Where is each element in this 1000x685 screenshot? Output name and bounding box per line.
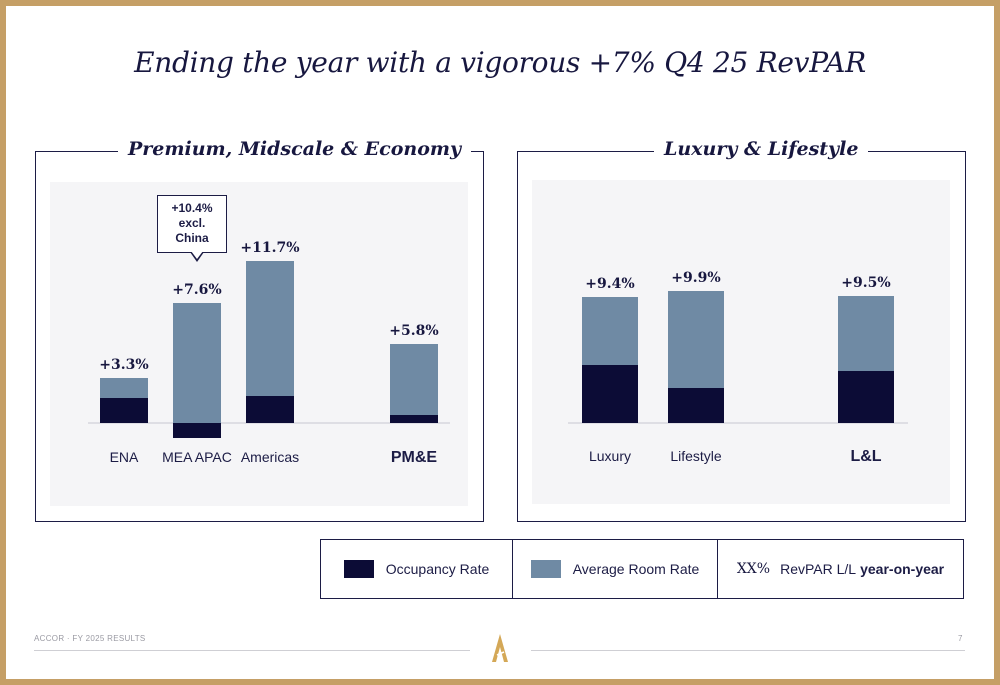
bar-occupancy-mea-apac bbox=[173, 423, 221, 438]
bar-occupancy-ena bbox=[100, 398, 148, 423]
category-label-l-l: L&L bbox=[850, 448, 881, 465]
legend-revpar-bold: year-on-year bbox=[860, 561, 945, 577]
callout-tail-inner bbox=[191, 251, 203, 259]
revpar-label-americas: +11.7% bbox=[240, 240, 299, 256]
pme-panel-title: Premium, Midscale & Economy bbox=[118, 138, 472, 160]
accor-logo-icon bbox=[492, 634, 508, 662]
category-label-pm-e: PM&E bbox=[391, 449, 438, 466]
footer-text: ACCOR · FY 2025 RESULTS bbox=[34, 634, 146, 643]
category-label-luxury: Luxury bbox=[589, 448, 631, 464]
slide-title: Ending the year with a vigorous +7% Q4 2… bbox=[134, 46, 866, 79]
legend-occupancy-label: Occupancy Rate bbox=[385, 561, 490, 577]
legend-arr: Average Room Rate bbox=[513, 540, 718, 598]
occupancy-swatch bbox=[343, 560, 374, 578]
arr-swatch bbox=[530, 560, 561, 578]
legend-occupancy: Occupancy Rate bbox=[321, 540, 513, 598]
category-label-lifestyle: Lifestyle bbox=[670, 448, 722, 464]
bar-arr-ena bbox=[100, 378, 148, 398]
revpar-label-l-l: +9.5% bbox=[841, 275, 890, 291]
revpar-label-pm-e: +5.8% bbox=[389, 323, 438, 339]
bar-occupancy-pm-e bbox=[390, 415, 438, 423]
bar-arr-luxury bbox=[582, 297, 638, 365]
legend-revpar: XX% RevPAR L/L year-on-year bbox=[718, 540, 963, 598]
callout-line-2: excl. bbox=[178, 216, 206, 230]
legend-arr-label: Average Room Rate bbox=[572, 561, 700, 577]
category-label-americas: Americas bbox=[241, 449, 299, 465]
bar-arr-lifestyle bbox=[668, 291, 724, 388]
bar-occupancy-luxury bbox=[582, 365, 638, 423]
bar-occupancy-lifestyle bbox=[668, 388, 724, 423]
legend-xx: XX% bbox=[736, 561, 771, 577]
legend-revpar-label: RevPAR L/L bbox=[780, 561, 857, 577]
revpar-label-lifestyle: +9.9% bbox=[671, 270, 720, 286]
category-label-mea-apac: MEA APAC bbox=[162, 449, 232, 465]
footer-line-left bbox=[34, 650, 470, 651]
bar-occupancy-americas bbox=[246, 396, 294, 423]
revpar-label-luxury: +9.4% bbox=[585, 276, 634, 292]
bar-occupancy-l-l bbox=[838, 371, 894, 423]
mea-apac-callout: +10.4% excl. China bbox=[157, 195, 227, 253]
bar-arr-mea-apac bbox=[173, 303, 221, 423]
category-label-ena: ENA bbox=[110, 449, 139, 465]
legend: Occupancy Rate Average Room Rate XX% Rev… bbox=[320, 539, 964, 599]
revpar-label-ena: +3.3% bbox=[99, 357, 148, 373]
callout-line-1: +10.4% bbox=[171, 201, 213, 215]
footer-line-right bbox=[531, 650, 965, 651]
page-number: 7 bbox=[958, 634, 963, 643]
callout-line-3: China bbox=[175, 231, 209, 245]
ll-panel-title: Luxury & Lifestyle bbox=[654, 138, 869, 160]
bar-arr-americas bbox=[246, 261, 294, 396]
bar-arr-pm-e bbox=[390, 344, 438, 415]
revpar-label-mea-apac: +7.6% bbox=[172, 282, 221, 298]
bar-arr-l-l bbox=[838, 296, 894, 371]
